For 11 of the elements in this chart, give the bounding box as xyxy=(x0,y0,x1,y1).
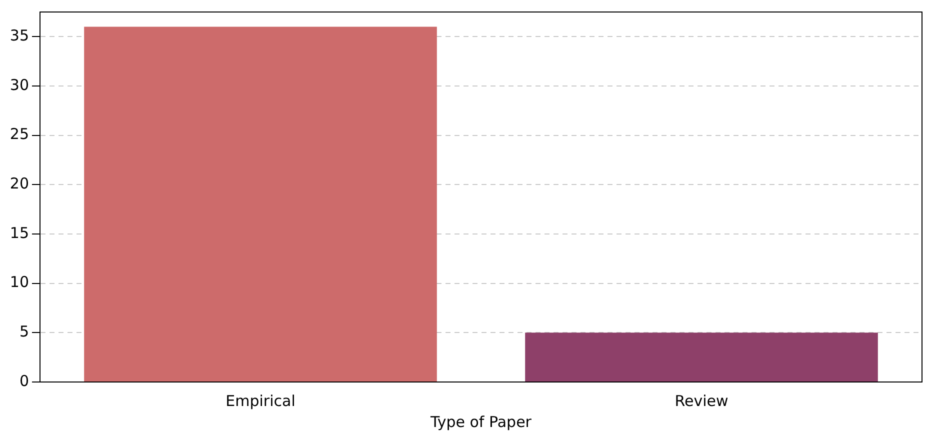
y-tick-label: 35 xyxy=(10,26,29,45)
x-tick-label: Review xyxy=(674,392,728,410)
y-tick-label: 30 xyxy=(10,76,29,94)
y-tick-label: 5 xyxy=(19,322,29,341)
y-tick-label: 10 xyxy=(10,273,29,292)
y-tick-label: 25 xyxy=(10,125,29,144)
y-tick-label: 15 xyxy=(10,224,29,242)
x-axis-title: Type of Paper xyxy=(430,412,532,431)
y-tick-label: 20 xyxy=(10,174,29,193)
x-tick-label: Empirical xyxy=(226,392,296,410)
y-tick-label: 0 xyxy=(19,372,29,390)
